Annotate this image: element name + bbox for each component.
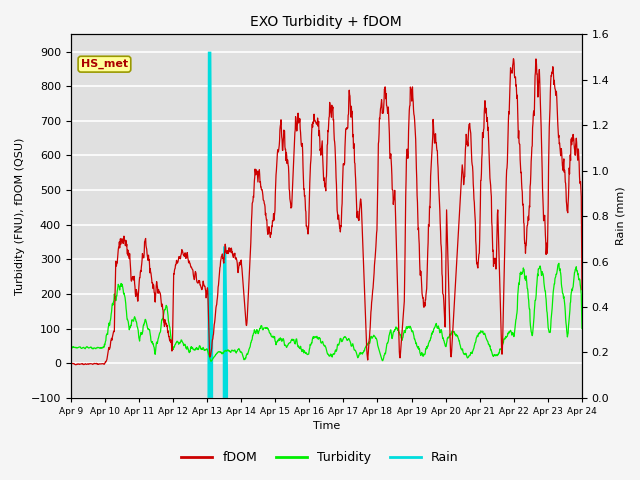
Legend: fDOM, Turbidity, Rain: fDOM, Turbidity, Rain xyxy=(176,446,464,469)
Y-axis label: Turbidity (FNU), fDOM (QSU): Turbidity (FNU), fDOM (QSU) xyxy=(15,137,25,295)
Text: HS_met: HS_met xyxy=(81,59,128,69)
Y-axis label: Rain (mm): Rain (mm) xyxy=(615,187,625,245)
Title: EXO Turbidity + fDOM: EXO Turbidity + fDOM xyxy=(250,15,402,29)
X-axis label: Time: Time xyxy=(313,421,340,432)
